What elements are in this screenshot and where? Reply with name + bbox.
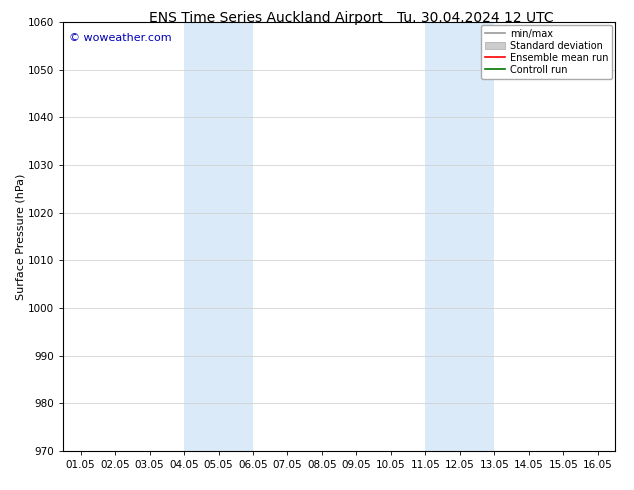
Text: © woweather.com: © woweather.com — [69, 33, 172, 43]
Bar — [425, 22, 495, 451]
Text: Tu. 30.04.2024 12 UTC: Tu. 30.04.2024 12 UTC — [397, 11, 554, 25]
Legend: min/max, Standard deviation, Ensemble mean run, Controll run: min/max, Standard deviation, Ensemble me… — [481, 25, 612, 78]
Y-axis label: Surface Pressure (hPa): Surface Pressure (hPa) — [15, 173, 25, 299]
Bar — [184, 22, 253, 451]
Text: ENS Time Series Auckland Airport: ENS Time Series Auckland Airport — [150, 11, 383, 25]
